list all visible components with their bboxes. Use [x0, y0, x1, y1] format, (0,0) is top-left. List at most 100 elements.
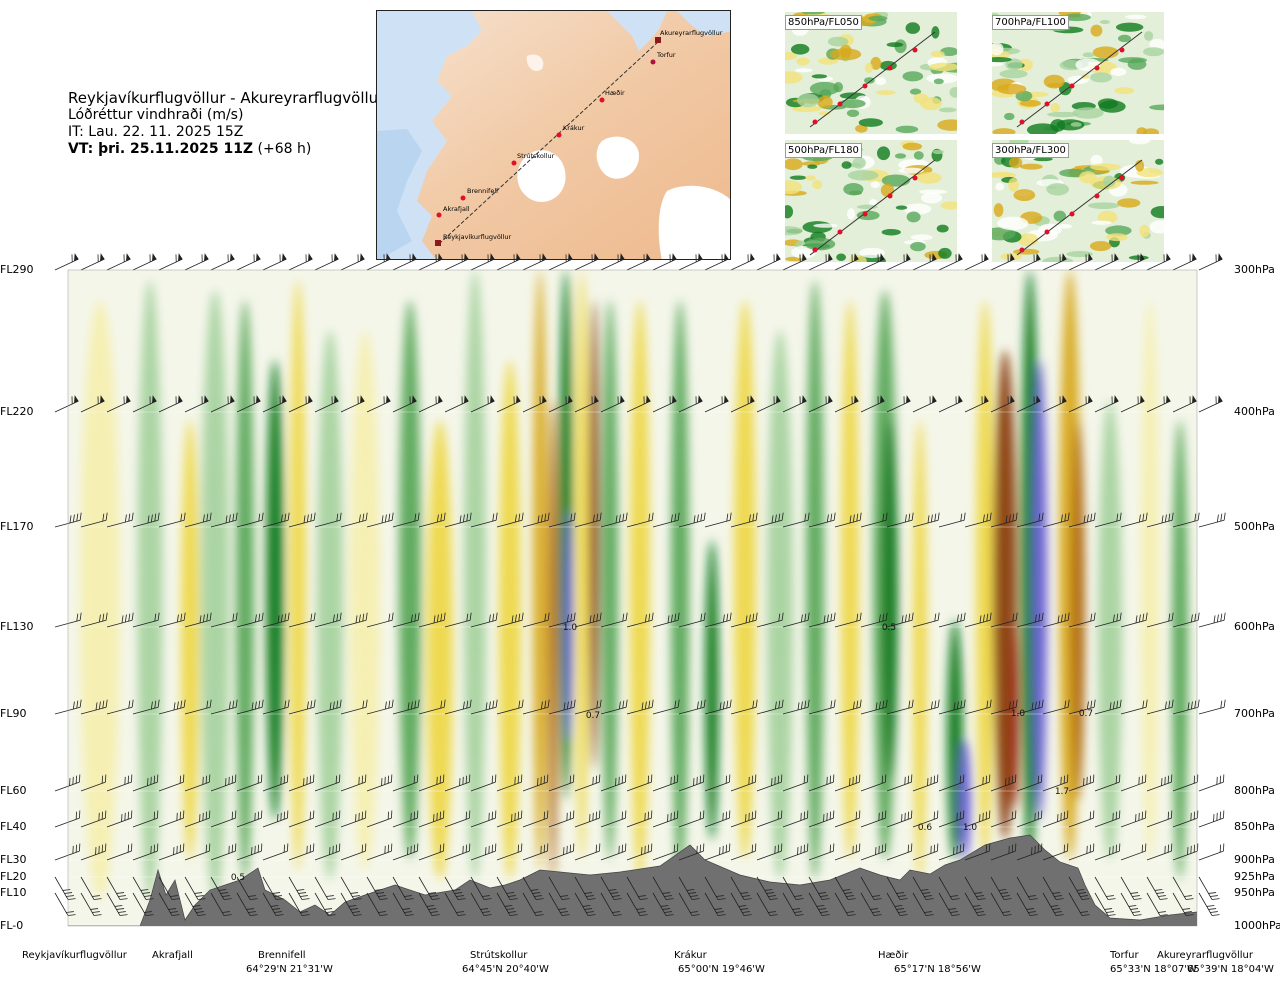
wind-barb — [80, 843, 107, 861]
wind-barb — [860, 876, 882, 900]
wind-barb — [860, 699, 888, 715]
wind-barb — [938, 876, 960, 900]
wind-barb — [1172, 892, 1194, 916]
wind-barb — [262, 876, 284, 900]
wind-barb — [1172, 810, 1199, 828]
wind-barb — [1198, 512, 1226, 528]
wind-barb — [132, 876, 154, 900]
wind-barb — [626, 612, 654, 628]
wind-barb — [184, 892, 206, 916]
wind-barb — [288, 843, 315, 861]
wind-barb — [210, 253, 235, 271]
wind-barb — [1172, 843, 1199, 861]
wind-barb — [288, 774, 315, 792]
wind-barb — [600, 699, 628, 715]
wind-barb — [1016, 253, 1041, 271]
wind-barb — [834, 876, 856, 900]
thumbnail-500-label: 500hPa/FL180 — [785, 143, 862, 158]
wind-barb — [834, 810, 861, 828]
waypoint-name: Torfur — [1110, 950, 1139, 961]
wind-barb — [990, 843, 1017, 861]
wind-barb — [496, 612, 524, 628]
wind-barb — [1198, 395, 1223, 413]
route-map: Akureyrarflugvöllur Torfur Hæðir Krákur … — [376, 10, 731, 260]
wind-barb — [496, 512, 524, 528]
wind-barb — [314, 892, 336, 916]
wind-barb — [1016, 612, 1044, 628]
wind-barb — [340, 876, 362, 900]
wind-barb — [340, 892, 362, 916]
wind-barb — [418, 699, 446, 715]
wind-barb — [808, 774, 835, 792]
wind-barb — [314, 843, 341, 861]
wind-barb — [834, 612, 862, 628]
thumbnail-850-label: 850hPa/FL050 — [785, 15, 862, 30]
wind-barb — [782, 253, 807, 271]
wind-barb — [990, 395, 1015, 413]
wind-barb — [600, 876, 622, 900]
contour-label: 0.6 — [918, 823, 933, 833]
wind-barb — [418, 876, 440, 900]
wind-barb — [54, 810, 81, 828]
thumbnail-850[interactable]: 850hPa/FL050 — [785, 12, 957, 134]
wind-barb — [236, 395, 261, 413]
wind-barb — [678, 876, 700, 900]
wind-barb — [1094, 253, 1119, 271]
wind-barb — [704, 699, 732, 715]
wind-barb — [158, 892, 180, 916]
wind-barb — [54, 612, 82, 628]
wind-barb — [1094, 810, 1121, 828]
valid-time-bold: VT: þri. 25.11.2025 11Z — [68, 141, 254, 157]
map-label-brennifell: Brennifell — [467, 187, 498, 195]
wind-barb — [314, 395, 339, 413]
wind-barb — [80, 876, 102, 900]
contour-label: 1.0 — [1011, 709, 1026, 719]
wind-barb — [106, 512, 134, 528]
wind-barb — [990, 699, 1018, 715]
wind-barb — [392, 810, 419, 828]
wind-barb — [80, 253, 105, 271]
wind-barb — [886, 876, 908, 900]
wind-barb — [678, 810, 705, 828]
wind-barb — [496, 810, 523, 828]
wind-barb — [1094, 612, 1122, 628]
wind-barb — [756, 774, 783, 792]
thumbnail-700[interactable]: 700hPa/FL100 — [992, 12, 1164, 134]
thumbnail-500-field — [785, 140, 957, 262]
fl-label: FL30 — [0, 853, 27, 866]
wind-barb — [496, 892, 518, 916]
wind-barb — [886, 612, 914, 628]
wind-barb — [548, 612, 576, 628]
wind-barb — [990, 876, 1012, 900]
waypoint-coord: 65°33'N 18°07'W — [1110, 964, 1197, 975]
thumbnail-300[interactable]: 300hPa/FL300 — [992, 140, 1164, 262]
waypoint-name: Reykjavíkurflugvöllur — [22, 950, 127, 961]
wind-barb — [262, 699, 290, 715]
wind-barb — [236, 843, 263, 861]
wind-barb — [1042, 774, 1069, 792]
wind-barb — [418, 810, 445, 828]
wind-barb — [782, 512, 810, 528]
contour-label: 1.7 — [1055, 787, 1069, 797]
wind-barb — [1172, 699, 1200, 715]
wind-barb — [444, 253, 469, 271]
wind-barb — [548, 843, 575, 861]
wind-barb — [106, 395, 131, 413]
wind-barb — [418, 612, 446, 628]
wind-barb — [652, 395, 677, 413]
wind-barb — [210, 810, 237, 828]
wind-barb — [132, 699, 160, 715]
wind-barb — [912, 612, 940, 628]
valid-time-offset: (+68 h) — [253, 141, 312, 157]
wind-barb — [1120, 774, 1147, 792]
terrain — [68, 834, 1197, 926]
wind-barb — [1146, 512, 1174, 528]
wind-barb — [184, 253, 209, 271]
wind-barb — [600, 843, 627, 861]
wind-barb — [990, 612, 1018, 628]
thumbnail-500[interactable]: 500hPa/FL180 — [785, 140, 957, 262]
wind-barb — [496, 843, 523, 861]
fl-label: FL10 — [0, 886, 27, 899]
wind-barb — [1094, 512, 1122, 528]
